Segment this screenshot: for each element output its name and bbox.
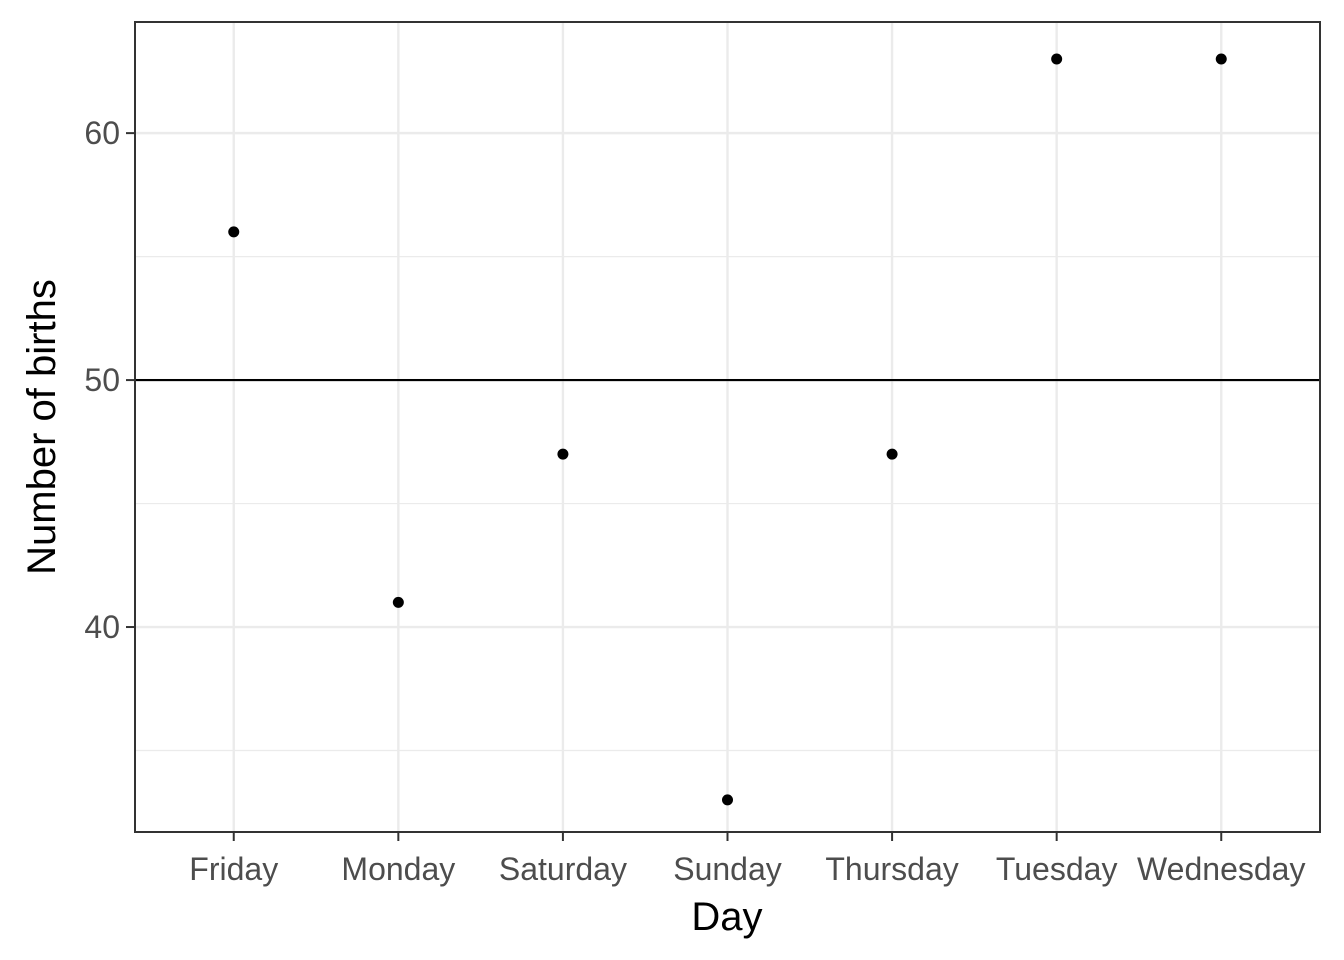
x-axis: Friday Monday Saturday Sunday Thursday Tuesda… [189, 832, 1305, 887]
x-tick-label: Monday [341, 851, 455, 887]
x-tick-label: Saturday [499, 851, 627, 887]
y-tick-label: 60 [84, 115, 120, 151]
x-tick-label: Thursday [825, 851, 958, 887]
x-tick-label: Sunday [673, 851, 782, 887]
data-point [392, 596, 404, 608]
x-tick-label: Tuesday [996, 851, 1118, 887]
data-point [228, 226, 240, 238]
x-tick-label: Friday [189, 851, 278, 887]
data-point [1051, 53, 1063, 65]
x-tick-label: Wednesday [1137, 851, 1305, 887]
y-tick-label: 50 [84, 362, 120, 398]
y-tick-label: 40 [84, 609, 120, 645]
data-point [557, 448, 569, 460]
data-point [886, 448, 898, 460]
data-point [722, 794, 733, 806]
y-axis: 40 50 60 [84, 115, 135, 645]
y-axis-title: Number of births [20, 279, 64, 575]
data-points [228, 53, 1227, 806]
x-axis-title: Day [691, 895, 762, 939]
data-point [1215, 53, 1227, 65]
